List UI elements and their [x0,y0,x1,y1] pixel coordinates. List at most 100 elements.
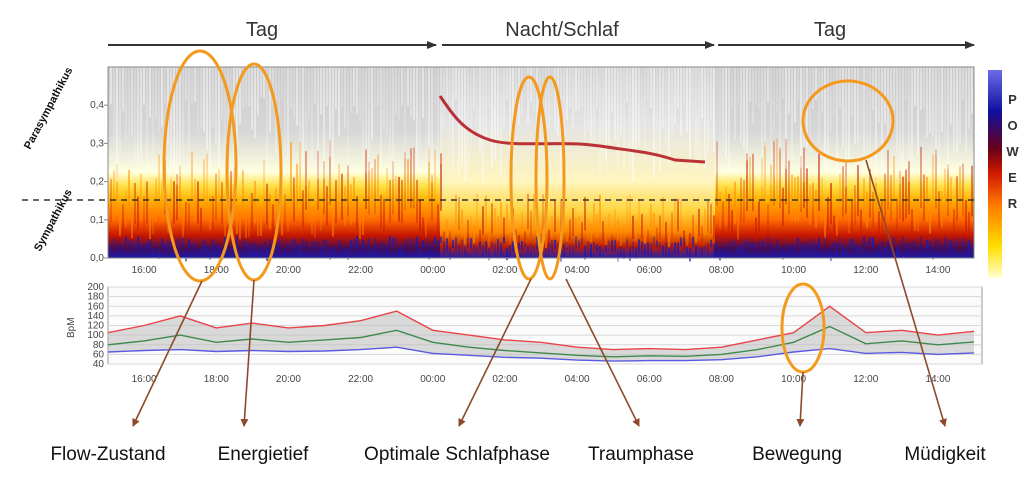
spec-grey-streak [746,67,748,161]
spec-grey-streak [449,67,451,182]
spec-grey-streak [338,67,340,136]
spec-grey-streak [644,67,646,167]
spec-grey-streak [641,67,643,122]
spec-grey-streak [470,67,472,150]
spec-grey-streak [797,67,799,103]
spec-streak [257,209,259,237]
spec-streak [521,211,523,237]
spec-streak [767,204,769,234]
spec-streak [578,215,580,240]
spec-streak [587,219,589,241]
spec-low-streak [668,247,670,257]
hr-y-tick: 200 [87,282,104,293]
spec-grey-streak [779,67,781,152]
annotation-flow-zustand: Flow-Zustand [50,444,165,465]
spec-grey-streak [143,67,145,106]
spec-streak [593,203,595,234]
spec-low-streak [572,245,574,258]
spec-grey-streak [464,67,466,182]
spec-low-streak [215,243,217,256]
spec-low-streak [449,247,451,260]
spec-grey-streak [485,67,487,140]
spec-streak [476,194,478,230]
spec-streak [734,181,736,224]
spec-grey-streak [494,67,496,161]
spec-low-streak [665,242,667,256]
spec-grey-streak [659,67,661,172]
colorbar-letter: O [1007,118,1018,133]
spec-grey-streak [830,67,832,133]
spec-low-streak [146,242,148,250]
spec-streak [650,203,652,234]
spec-streak [527,193,529,230]
spec-grey-streak [689,67,691,165]
spec-streak [392,161,394,215]
spec-low-streak [788,245,790,257]
arrow-muedigkeit [865,159,947,427]
hr-series-line-2 [107,346,975,362]
spec-streak [653,212,655,238]
spec-grey-streak [866,67,868,170]
spec-low-streak [863,236,865,245]
spec-low-streak [620,246,622,258]
spec-y-tick: 0,3 [90,138,104,149]
spec-streak [260,209,262,237]
spec-grey-streak [188,67,190,151]
spec-grey-streak [860,67,862,142]
spec-streak [968,211,970,238]
hr-y-tick: 100 [87,330,104,341]
spec-streak [386,168,388,218]
spec-low-streak [416,236,418,250]
spec-grey-streak [605,67,607,161]
spec-low-streak [512,241,514,252]
hr-y-tick: 120 [87,321,104,332]
spec-low-streak [317,241,319,254]
spec-low-streak [926,240,928,250]
spec-streak [836,208,838,236]
spec-grey-streak [722,67,724,152]
spec-grey-streak [317,67,319,179]
spec-streak [473,225,475,244]
spec-low-streak [425,241,427,248]
spec-low-streak [467,238,469,249]
spec-grey-streak [626,67,628,103]
spec-grey-streak [311,67,313,159]
spec-grey-streak [608,67,610,145]
spec-low-streak [482,245,484,257]
spec-streak [434,150,436,210]
spec-low-streak [881,241,883,252]
spec-grey-streak [770,67,772,186]
spec-low-streak [227,244,229,253]
spec-low-streak [947,239,949,250]
spec-grey-streak [743,67,745,149]
spec-grey-streak [146,67,148,178]
spec-grey-streak [782,67,784,99]
spec-streak [626,196,628,231]
spec-grey-streak [491,67,493,168]
spec-streak [140,173,142,221]
spec-grey-streak [179,67,181,177]
spec-streak [146,181,148,224]
spec-streak [209,195,211,231]
spec-grey-streak [758,67,760,109]
spec-grey-streak [944,67,946,150]
spec-low-streak [506,247,508,261]
spec-streak [194,179,196,223]
spec-grey-streak [260,67,262,98]
spec-low-streak [347,246,349,261]
spec-low-streak [179,238,181,249]
spec-grey-streak [881,67,883,179]
spec-low-streak [479,241,481,250]
spec-streak [833,215,835,239]
spec-grey-streak [617,67,619,170]
spec-grey-streak [914,67,916,106]
spec-streak [467,219,469,241]
spec-low-streak [722,247,724,259]
spec-low-streak [779,246,781,253]
spec-low-streak [509,244,511,259]
hr-y-tick: 140 [87,311,104,322]
spec-grey-streak [110,67,112,105]
